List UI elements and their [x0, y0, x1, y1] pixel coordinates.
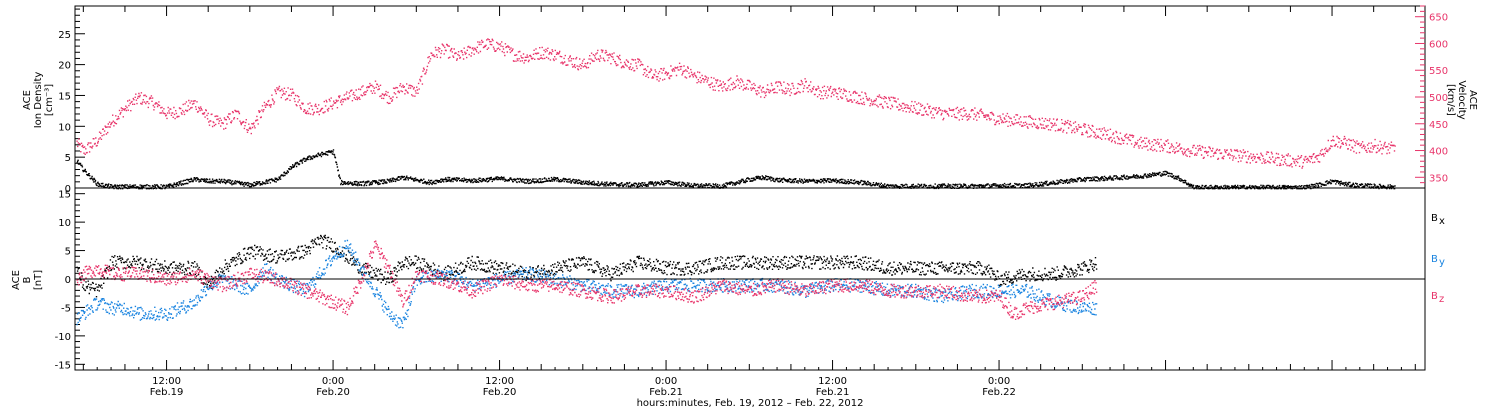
date-tick-label: Feb.20	[316, 387, 350, 398]
time-tick-label: 0:00	[988, 376, 1010, 387]
velocity-tick-label: 450	[1429, 120, 1448, 131]
field-tick-label: 0	[65, 275, 71, 286]
date-tick-label: Feb.22	[982, 387, 1016, 398]
velocity-axis-label-line2: Velocity	[1456, 80, 1467, 119]
density-tick-label: 20	[58, 61, 71, 72]
date-tick-label: Feb.21	[649, 387, 683, 398]
top-panel-series	[76, 38, 1396, 190]
field-tick-label: -5	[61, 303, 71, 314]
density-series	[76, 149, 1396, 190]
date-tick-label: Feb.20	[483, 387, 517, 398]
bottom-panel-series	[76, 234, 1098, 329]
density-tick-label: 15	[58, 91, 71, 102]
bottom-x-axis: 12:00Feb.190:00Feb.2012:00Feb.200:00Feb.…	[82, 6, 1416, 398]
legend-bz: B z	[1431, 291, 1444, 305]
legend-bx-label: B	[1431, 213, 1438, 224]
top-right-axis: 350 400 450 500 550 600 650	[1415, 5, 1448, 184]
x-axis-title: hours:minutes, Feb. 19, 2012 – Feb. 22, …	[637, 398, 864, 409]
density-axis-label-line1: ACE	[22, 90, 33, 110]
legend-bx-subscript: x	[1439, 216, 1445, 227]
legend-by-label: B	[1431, 254, 1438, 265]
density-tick-label: 10	[58, 122, 71, 133]
density-axis-label-line2: Ion Density	[33, 72, 44, 129]
time-tick-label: 12:00	[818, 376, 847, 387]
velocity-axis-label-line3: [km/s]	[1445, 84, 1456, 116]
field-tick-label: 5	[65, 247, 71, 258]
time-tick-label: 0:00	[322, 376, 344, 387]
legend-by-subscript: y	[1439, 257, 1445, 268]
field-axis-label-line1: ACE	[11, 270, 22, 290]
velocity-tick-label: 650	[1429, 13, 1448, 24]
field-tick-label: -10	[55, 332, 71, 343]
legend-bz-label: B	[1431, 291, 1438, 302]
top-panel-frame	[74, 5, 1426, 189]
time-tick-label: 12:00	[485, 376, 514, 387]
legend-bz-subscript: z	[1439, 294, 1444, 305]
velocity-tick-label: 600	[1429, 39, 1448, 50]
field-axis-label-line2: B	[22, 276, 33, 283]
top-panel: 0 5 10 15 20 25 350 400 450 500 550 600 650 ACE Ion…	[22, 5, 1478, 195]
legend-by: B y	[1431, 254, 1445, 268]
density-axis-label-line3: [cm⁻³]	[44, 84, 55, 116]
velocity-axis-label-line1: ACE	[1467, 90, 1478, 110]
velocity-tick-label: 550	[1429, 66, 1448, 77]
bx-series	[76, 234, 1098, 298]
top-left-axis: 0 5 10 15 20 25	[58, 8, 85, 195]
date-tick-label: Feb.19	[150, 387, 184, 398]
date-tick-label: Feb.21	[816, 387, 850, 398]
velocity-tick-label: 350	[1429, 173, 1448, 184]
time-tick-label: 12:00	[152, 376, 181, 387]
field-axis-label-line3: [nT]	[33, 270, 44, 290]
time-tick-label: 0:00	[655, 376, 677, 387]
density-tick-label: 0	[65, 184, 71, 195]
field-tick-label: 10	[58, 218, 71, 229]
velocity-series	[76, 38, 1396, 169]
legend-bx: B x	[1431, 213, 1445, 227]
field-tick-label: 15	[58, 190, 71, 201]
field-tick-label: -15	[55, 360, 71, 371]
velocity-tick-label: 400	[1429, 147, 1448, 158]
density-tick-label: 25	[58, 30, 71, 41]
density-tick-label: 5	[65, 153, 71, 164]
by-series	[76, 239, 1098, 329]
velocity-tick-label: 500	[1429, 93, 1448, 104]
